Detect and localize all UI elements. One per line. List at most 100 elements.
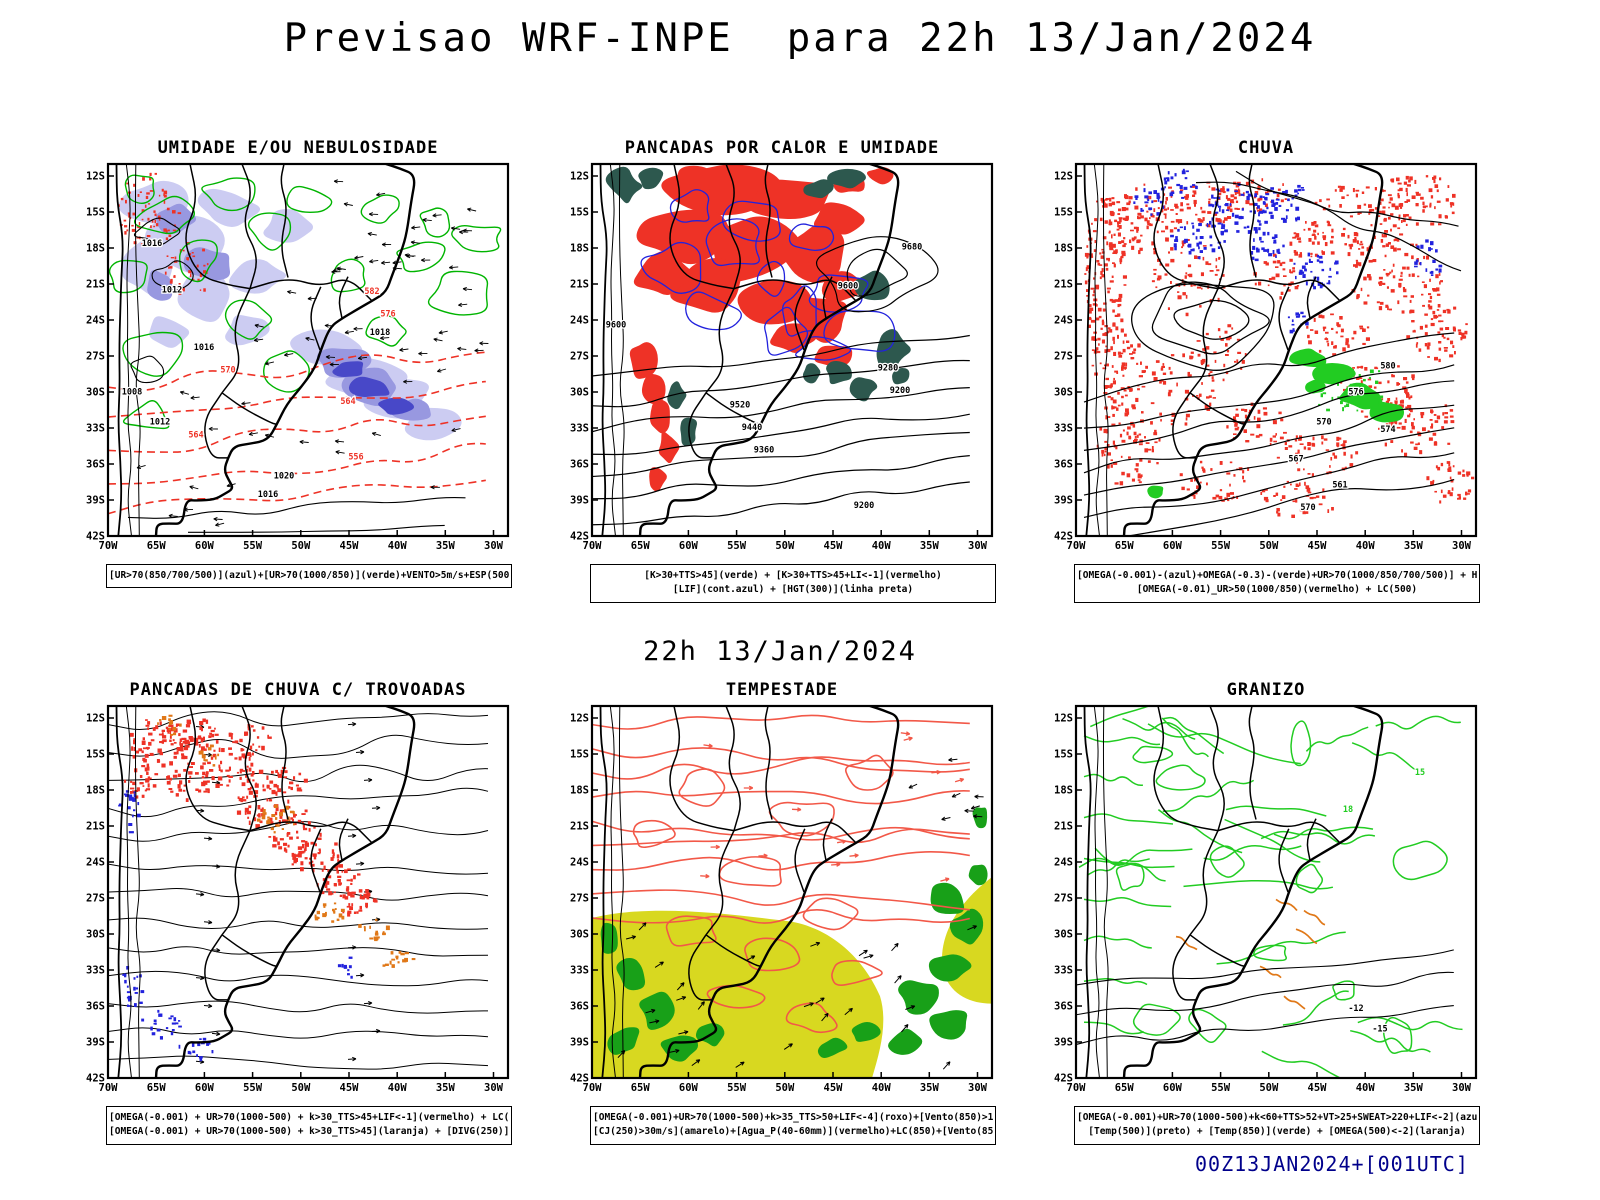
svg-text:30S: 30S — [86, 929, 105, 941]
svg-text:30W: 30W — [1452, 540, 1472, 552]
svg-text:18S: 18S — [570, 785, 589, 797]
svg-text:55W: 55W — [243, 1082, 263, 1094]
caption-line: [OMEGA(-0.001) + UR>70(1000-500) + k>30_… — [109, 1126, 509, 1138]
svg-text:564: 564 — [188, 430, 203, 440]
svg-text:1012: 1012 — [150, 417, 170, 427]
svg-text:570: 570 — [1316, 417, 1331, 427]
svg-text:9360: 9360 — [754, 445, 774, 455]
svg-text:45W: 45W — [824, 540, 844, 552]
svg-text:576: 576 — [1348, 388, 1363, 398]
svg-text:55W: 55W — [727, 1082, 747, 1094]
svg-text:18S: 18S — [1054, 243, 1073, 255]
svg-text:33S: 33S — [1054, 965, 1073, 977]
svg-text:40W: 40W — [872, 540, 892, 552]
svg-text:9600: 9600 — [838, 282, 858, 292]
svg-text:24S: 24S — [570, 315, 589, 327]
caption-line: [CJ(250)>30m/s](amarelo)+[Agua_P(40-60mm… — [593, 1126, 993, 1138]
svg-text:30W: 30W — [968, 540, 988, 552]
svg-text:27S: 27S — [86, 893, 105, 905]
svg-text:21S: 21S — [86, 821, 105, 833]
caption-line: [Temp(500)](preto) + [Temp(850)](verde) … — [1088, 1126, 1466, 1138]
svg-text:60W: 60W — [1163, 1082, 1183, 1094]
panel-title-chuva: CHUVA — [1237, 138, 1295, 158]
svg-text:24S: 24S — [1054, 857, 1073, 869]
svg-text:65W: 65W — [1115, 1082, 1135, 1094]
svg-text:567: 567 — [1288, 455, 1303, 465]
svg-text:30W: 30W — [484, 540, 504, 552]
svg-text:40W: 40W — [388, 1082, 408, 1094]
svg-text:1020: 1020 — [274, 471, 294, 481]
panel-title-granizo: GRANIZO — [1226, 680, 1306, 700]
svg-text:39S: 39S — [86, 495, 105, 507]
svg-text:70W: 70W — [99, 1082, 119, 1094]
svg-text:42S: 42S — [86, 531, 105, 543]
svg-text:12S: 12S — [570, 713, 589, 725]
caption-line: [OMEGA(-0.01)_UR>50(1000/850)(vermelho) … — [1136, 584, 1418, 596]
svg-text:12S: 12S — [1054, 171, 1073, 183]
svg-text:65W: 65W — [147, 540, 167, 552]
svg-text:70W: 70W — [99, 540, 119, 552]
svg-text:12S: 12S — [86, 171, 105, 183]
caption-line: [LIF](cont.azul) + [HGT(300)](linha pret… — [672, 584, 914, 596]
caption-line: [OMEGA(-0.001)+UR>70(1000-500)+k<60+TTS>… — [1077, 1112, 1477, 1123]
svg-text:50W: 50W — [1259, 540, 1279, 552]
svg-text:33S: 33S — [1054, 423, 1073, 435]
svg-text:60W: 60W — [1163, 540, 1183, 552]
svg-text:60W: 60W — [679, 1082, 699, 1094]
panel-title-trovoadas: PANCADAS DE CHUVA C/ TROVOADAS — [129, 680, 467, 700]
svg-text:18S: 18S — [570, 243, 589, 255]
svg-text:15S: 15S — [1054, 749, 1073, 761]
svg-text:9680: 9680 — [902, 243, 922, 253]
svg-text:570: 570 — [1300, 503, 1315, 513]
svg-text:21S: 21S — [570, 279, 589, 291]
svg-text:35W: 35W — [1404, 1082, 1424, 1094]
svg-text:27S: 27S — [1054, 893, 1073, 905]
panel-granizo: GRANIZO -12 -15 18 15 12S 15S 18S 21S 24S 27S 30S 3… — [1044, 680, 1488, 1145]
svg-text:33S: 33S — [86, 965, 105, 977]
svg-text:60W: 60W — [679, 540, 699, 552]
panel-trovoadas: PANCADAS DE CHUVA C/ TROVOADAS 12S 15S 18S… — [76, 680, 520, 1145]
svg-text:39S: 39S — [570, 495, 589, 507]
svg-text:15S: 15S — [570, 749, 589, 761]
svg-text:21S: 21S — [86, 279, 105, 291]
svg-text:574: 574 — [1380, 425, 1395, 435]
svg-text:42S: 42S — [570, 531, 589, 543]
svg-text:42S: 42S — [1054, 531, 1073, 543]
map-caption-pancadas-calor: [K>30+TTS>45](verde) + [K>30+TTS>45+LI<-… — [590, 564, 996, 603]
svg-text:70W: 70W — [583, 540, 603, 552]
svg-text:27S: 27S — [570, 893, 589, 905]
svg-text:564: 564 — [340, 397, 355, 407]
svg-text:1016: 1016 — [258, 490, 278, 500]
panel-chuva: CHUVA 580 576 570 574 567 561 570 12S 15S 18S 21S 2… — [1044, 138, 1488, 603]
svg-text:39S: 39S — [1054, 495, 1073, 507]
svg-text:55W: 55W — [1211, 540, 1231, 552]
map-caption-tempestade: [OMEGA(-0.001)+UR>70(1000-500)+k>35_TTS>… — [590, 1106, 996, 1145]
caption-line: [K>30+TTS>45](verde) + [K>30+TTS>45+LI<-… — [644, 570, 942, 581]
svg-text:40W: 40W — [1356, 1082, 1376, 1094]
svg-text:70W: 70W — [1067, 1082, 1087, 1094]
svg-text:24S: 24S — [86, 315, 105, 327]
svg-text:27S: 27S — [1054, 351, 1073, 363]
svg-text:40W: 40W — [872, 1082, 892, 1094]
svg-text:45W: 45W — [340, 540, 360, 552]
svg-text:65W: 65W — [631, 540, 651, 552]
svg-text:36S: 36S — [1054, 459, 1073, 471]
svg-text:30W: 30W — [968, 1082, 988, 1094]
map-caption-umidade: [UR>70(850/700/500)](azul)+[UR>70(1000/8… — [106, 564, 512, 589]
svg-text:36S: 36S — [570, 459, 589, 471]
svg-text:42S: 42S — [86, 1073, 105, 1085]
svg-text:30W: 30W — [484, 1082, 504, 1094]
weather-map-granizo: -12 -15 18 15 12S 15S 18S 21S 24S 27S 30S 33S 36S 39S… — [1044, 702, 1488, 1104]
svg-text:-12: -12 — [1348, 1004, 1363, 1014]
svg-text:18: 18 — [1343, 805, 1353, 815]
svg-text:9200: 9200 — [854, 501, 874, 511]
svg-text:21S: 21S — [1054, 821, 1073, 833]
svg-text:40W: 40W — [1356, 540, 1376, 552]
svg-text:30W: 30W — [1452, 1082, 1472, 1094]
svg-text:30S: 30S — [86, 387, 105, 399]
svg-text:27S: 27S — [86, 351, 105, 363]
map-caption-granizo: [OMEGA(-0.001)+UR>70(1000-500)+k<60+TTS>… — [1074, 1106, 1480, 1145]
svg-text:55W: 55W — [1211, 1082, 1231, 1094]
svg-text:12S: 12S — [570, 171, 589, 183]
weather-map-chuva: 580 576 570 574 567 561 570 12S 15S 18S 21S 24S 27S 3… — [1044, 160, 1488, 562]
